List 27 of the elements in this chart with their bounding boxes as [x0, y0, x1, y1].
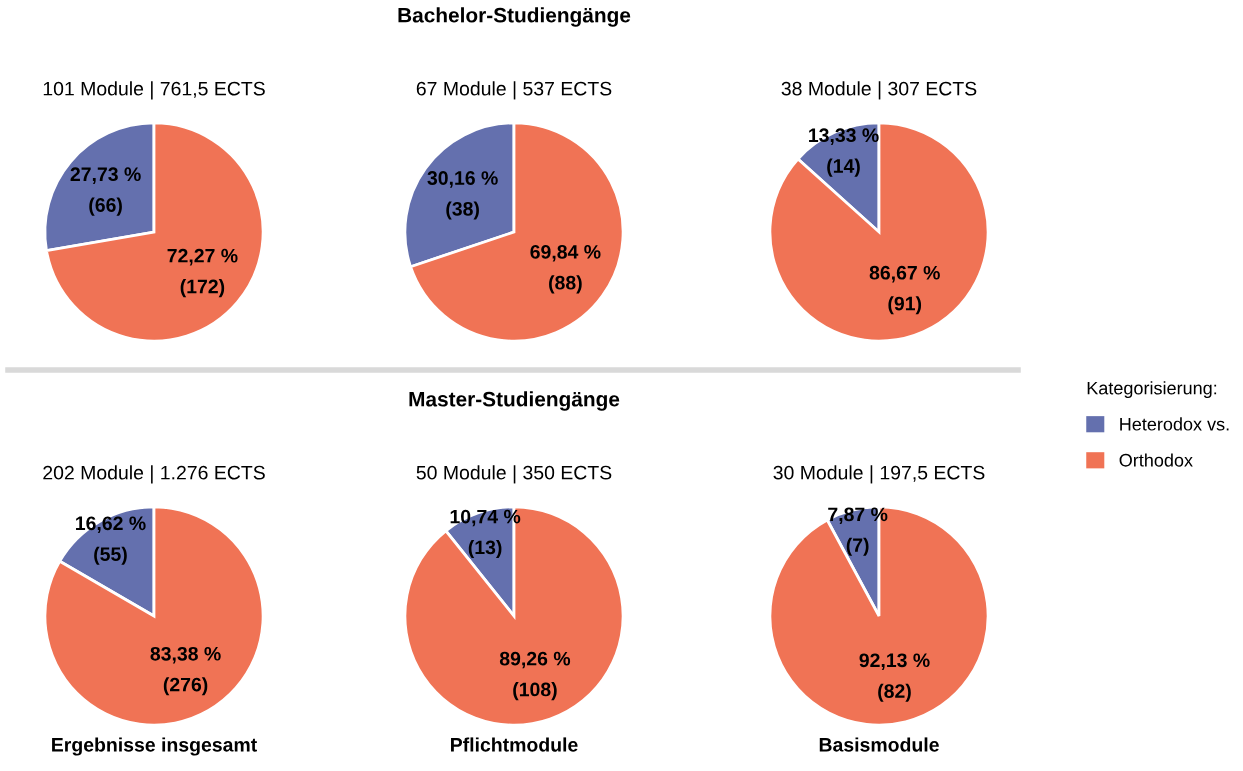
data-label: 27,73 % (66)	[70, 167, 141, 216]
pie-slice	[403, 505, 625, 727]
data-label: 30,16 % (38)	[427, 171, 498, 220]
chart-title: 38 Module | 307 ECTS	[781, 81, 977, 100]
chart-title: 67 Module | 537 ECTS	[416, 81, 612, 100]
chart-title: 202 Module | 1.276 ECTS	[43, 465, 265, 484]
data-label: 92,13 % (82)	[859, 653, 930, 702]
pie-slice	[768, 505, 990, 727]
chart-title: 30 Module | 197,5 ECTS	[773, 465, 985, 484]
text: Pflichtmodule	[451, 737, 578, 752]
chart-title: 101 Module | 761,5 ECTS	[43, 81, 265, 100]
pie-slice	[768, 121, 990, 343]
legend-label: Heterodox vs.	[1120, 417, 1229, 431]
legend-label: Orthodox	[1119, 453, 1193, 467]
text: Ergebnisse insgesamt	[52, 737, 257, 756]
text: Basismodule	[819, 737, 939, 752]
data-label: 83,38 % (276)	[150, 646, 221, 696]
legend-title: Kategorisierung:	[1087, 381, 1217, 399]
data-label: 89,26 % (108)	[499, 651, 571, 701]
chart-title: 50 Module | 350 ECTS	[416, 465, 612, 484]
text: Bachelor-Studiengänge	[398, 7, 631, 27]
data-label: 86,67 % (91)	[869, 265, 940, 315]
data-label: 69,84 % (88)	[530, 244, 601, 294]
data-label: 72,27 % (172)	[167, 248, 238, 298]
pie-slice	[43, 505, 265, 727]
pie-slice	[45, 121, 265, 343]
text: Master-Studiengänge	[409, 391, 620, 411]
